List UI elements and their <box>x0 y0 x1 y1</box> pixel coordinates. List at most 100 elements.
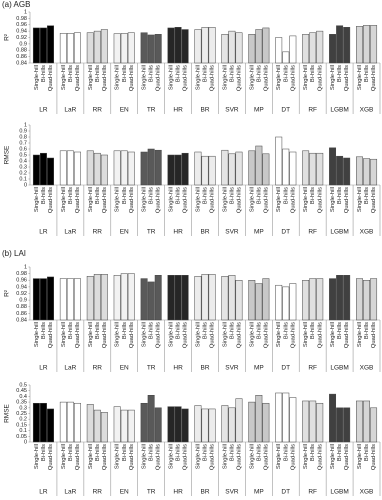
bar <box>201 408 209 443</box>
x-tick-label: Bi-hills <box>283 444 289 461</box>
bar <box>363 400 370 443</box>
x-tick-label: Quad-hills <box>183 187 189 213</box>
x-tick-label: Bi-hills <box>310 322 316 339</box>
group-label: MP <box>254 365 264 372</box>
group-label: XGB <box>360 229 374 236</box>
y-tick-label: 0.96 <box>16 278 27 284</box>
bar <box>154 407 162 443</box>
x-tick-label: Quad-hills <box>237 187 243 213</box>
bar <box>201 155 209 186</box>
x-tick-label: Bi-hills <box>283 187 289 204</box>
bar <box>201 274 209 321</box>
x-tick-label: Bi-hills <box>229 65 235 82</box>
group-label: RR <box>93 489 103 496</box>
bar <box>302 400 310 443</box>
x-tick-label: Bi-hills <box>256 65 262 82</box>
bar <box>336 275 344 321</box>
x-tick-label: Bi-hills <box>283 65 289 82</box>
y-tick-label: 0.35 <box>16 400 27 406</box>
x-tick-label: Bi-hills <box>337 322 343 339</box>
bar <box>255 395 263 443</box>
y-tick-label: 0.7 <box>19 140 27 146</box>
x-tick-label: Quad-hills <box>317 187 323 213</box>
x-tick-label: Single-hill <box>222 322 228 347</box>
group-label: RF <box>308 489 317 496</box>
group-label: TR <box>147 229 156 236</box>
x-tick-label: Single-hill <box>169 65 175 90</box>
bar <box>73 151 81 186</box>
x-tick-label: Bi-hills <box>283 322 289 339</box>
bar <box>289 35 297 64</box>
x-tick-label: Single-hill <box>303 322 309 347</box>
x-tick-label: Quad-hills <box>48 322 54 348</box>
bar <box>208 274 216 321</box>
bar <box>120 33 128 64</box>
y-tick-label: 0.9 <box>19 298 27 304</box>
x-tick-label: Quad-hills <box>48 65 54 91</box>
x-tick-label: Bi-hills <box>176 322 182 339</box>
bar <box>59 150 67 186</box>
bar <box>167 406 175 443</box>
bar <box>66 33 74 64</box>
bar <box>181 29 189 64</box>
x-tick-label: Bi-hills <box>122 187 128 204</box>
bar <box>262 27 270 64</box>
group-label: LGBM <box>330 489 348 496</box>
bar <box>309 278 317 321</box>
x-tick-label: Single-hill <box>357 187 363 212</box>
group-label: DT <box>281 229 290 236</box>
group-label: SVR <box>225 229 239 236</box>
y-tick-label: 1 <box>24 122 27 128</box>
bar <box>140 32 148 64</box>
x-tick-label: Single-hill <box>249 187 255 212</box>
x-tick-label: Single-hill <box>61 322 67 347</box>
bar <box>228 153 236 186</box>
x-tick-label: Quad-hills <box>183 322 189 348</box>
bar <box>147 148 155 186</box>
bar <box>309 152 317 186</box>
bar <box>47 276 54 321</box>
bar <box>221 405 229 443</box>
group-label: HR <box>173 489 183 496</box>
x-tick-label: Quad-hills <box>75 65 81 91</box>
bar <box>86 276 94 321</box>
bar <box>167 275 175 321</box>
group-label: RR <box>93 229 103 236</box>
y-axis-label: RMSE <box>4 145 11 164</box>
x-tick-label: Single-hill <box>276 187 282 212</box>
bar <box>147 395 155 443</box>
x-tick-label: Bi-hills <box>337 65 343 82</box>
y-tick-label: 1 <box>24 9 27 15</box>
x-tick-label: Quad-hills <box>129 65 135 91</box>
bar <box>289 283 297 321</box>
bar <box>208 155 216 186</box>
bar <box>40 278 47 321</box>
x-tick-label: Quad-hills <box>263 322 269 348</box>
x-tick-label: Single-hill <box>195 322 201 347</box>
x-tick-label: Single-hill <box>61 65 67 90</box>
x-tick-label: Single-hill <box>357 322 363 347</box>
bar <box>316 278 324 321</box>
bar <box>356 278 363 321</box>
bar <box>262 153 270 186</box>
x-tick-label: Quad-hills <box>102 322 108 348</box>
y-tick-label: 0.98 <box>16 16 27 22</box>
bar <box>59 33 67 64</box>
x-tick-label: Quad-hills <box>210 322 216 348</box>
bar <box>113 33 121 64</box>
y-tick-label: 0 <box>24 439 27 445</box>
x-tick-label: Bi-hills <box>149 322 155 339</box>
bar <box>343 407 351 443</box>
bar <box>282 392 290 443</box>
group-label: EN <box>120 229 129 236</box>
y-tick-label: 0.88 <box>16 48 27 54</box>
bar <box>356 400 363 443</box>
x-tick-label: Single-hill <box>330 322 336 347</box>
x-tick-label: Single-hill <box>142 322 148 347</box>
bar <box>120 409 128 443</box>
group-label: BR <box>200 107 209 114</box>
group-label: RF <box>308 107 317 114</box>
x-tick-label: Quad-hills <box>129 444 135 470</box>
x-tick-label: Single-hill <box>195 187 201 212</box>
